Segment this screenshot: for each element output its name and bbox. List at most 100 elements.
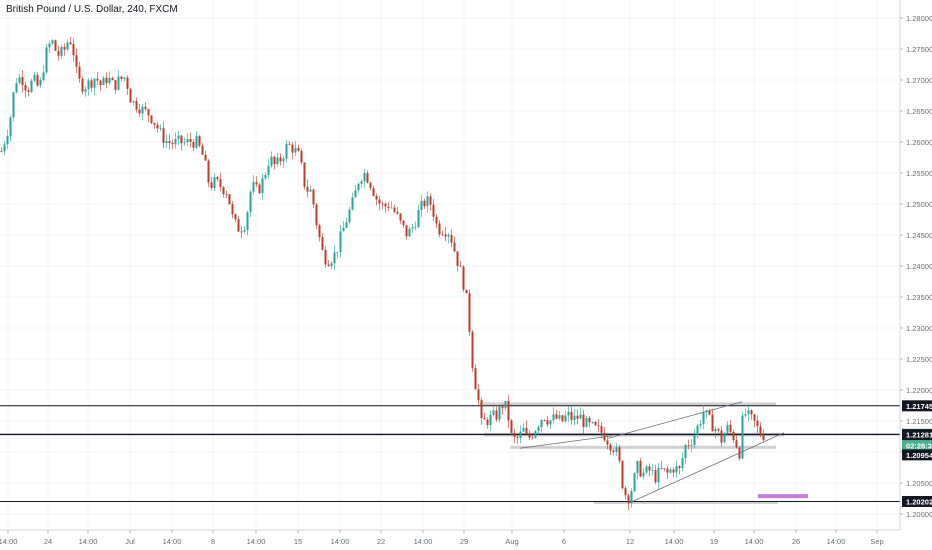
candle-body — [45, 47, 48, 73]
candle-body — [294, 147, 297, 153]
candle-body — [690, 445, 693, 446]
time-tick-label: 14:00 — [745, 537, 764, 546]
price-badge-label: 1.21281 — [906, 431, 932, 440]
candle-body — [333, 252, 336, 264]
candle-body — [381, 203, 384, 205]
candle-body — [60, 46, 63, 56]
time-tick-label: Jul — [125, 537, 135, 546]
candle-body — [525, 427, 528, 434]
horizontal-levels[interactable] — [0, 405, 900, 502]
candle-body — [513, 432, 516, 437]
candle-body — [441, 234, 444, 236]
candle-body — [237, 219, 240, 232]
candle-body — [594, 422, 597, 426]
candle-body — [711, 414, 714, 432]
candle-body — [351, 197, 354, 210]
candle-body — [363, 173, 366, 182]
candle-body — [399, 213, 402, 221]
candle-body — [495, 410, 498, 420]
time-tick-label: 14:00 — [827, 537, 846, 546]
candle-body — [402, 220, 405, 226]
candle-body — [285, 143, 288, 159]
candle-body — [528, 433, 531, 438]
wedge-upper-line[interactable] — [607, 401, 743, 439]
time-tick-label: 29 — [460, 537, 468, 546]
price-zone[interactable] — [594, 500, 778, 504]
candle-body — [534, 431, 537, 438]
candle-body — [48, 43, 51, 48]
candle-body — [579, 414, 582, 419]
candle-body — [651, 470, 654, 471]
candle-body — [366, 173, 369, 183]
candle-body — [168, 140, 171, 143]
candle-body — [672, 469, 675, 473]
time-tick-label: 14:00 — [79, 537, 98, 546]
candle-body — [273, 156, 276, 165]
candle-body — [234, 214, 237, 220]
candle-body — [204, 154, 207, 161]
candle-body — [54, 40, 57, 51]
candle-body — [645, 466, 648, 473]
candle-body — [318, 225, 321, 238]
candle-body — [432, 204, 435, 217]
rising-wedge[interactable] — [519, 401, 785, 504]
candle-body — [12, 92, 15, 118]
price-tick-label: 1.26500 — [906, 107, 932, 116]
candle-body — [648, 466, 651, 471]
candle-body — [582, 414, 585, 427]
candle-body — [372, 188, 375, 196]
candle-body — [228, 194, 231, 205]
price-zone[interactable] — [510, 445, 776, 449]
candle-body — [288, 143, 291, 145]
price-badge — [902, 439, 932, 451]
candle-body — [702, 412, 705, 424]
candle-body — [213, 177, 216, 189]
candle-body — [264, 175, 267, 179]
candle-body — [714, 428, 717, 432]
wedge-upper-extension[interactable] — [519, 435, 613, 449]
candle-body — [450, 234, 453, 243]
candle-body — [255, 182, 258, 185]
candle-body — [549, 420, 552, 425]
candle-body — [618, 447, 621, 461]
candle-body — [120, 76, 123, 80]
candle-body — [102, 77, 105, 86]
candle-body — [405, 225, 408, 237]
price-zone[interactable] — [480, 402, 776, 406]
candle-body — [6, 136, 9, 145]
candle-body — [138, 109, 141, 114]
candle-body — [69, 42, 72, 45]
time-tick-label: 19 — [710, 537, 718, 546]
candle-body — [681, 458, 684, 468]
candle-body — [177, 135, 180, 139]
candle-body — [393, 207, 396, 212]
candle-body — [435, 216, 438, 224]
price-tick-label: 1.20500 — [906, 479, 932, 488]
candle-body — [423, 200, 426, 207]
candle-body — [642, 472, 645, 477]
candle-body — [483, 417, 486, 420]
candle-body — [96, 78, 99, 81]
price-tick-label: 1.22500 — [906, 355, 932, 364]
price-tick-label: 1.23500 — [906, 293, 932, 302]
candle-body — [411, 227, 414, 229]
candle-body — [186, 138, 189, 143]
candle-body — [387, 206, 390, 208]
candle-body — [744, 414, 747, 416]
price-tick-label: 1.24500 — [906, 231, 932, 240]
target-zone[interactable] — [758, 494, 808, 499]
wedge-lower-line[interactable] — [627, 432, 785, 504]
candle-body — [519, 431, 522, 438]
candle-body — [687, 444, 690, 446]
price-tick-label: 1.27000 — [906, 76, 932, 85]
price-axis[interactable]: 1.28000 1.27500 1.27000 1.26500 1.26000 1.255… — [900, 14, 932, 519]
price-tick-label: 1.27500 — [906, 45, 932, 54]
candle-body — [408, 228, 411, 237]
candle-body — [585, 418, 588, 427]
time-axis[interactable]: 14:00 24 14:00 Jul 14:00 8 14:00 15 14:00 22 14:00… — [0, 530, 884, 546]
price-tick-label: 1.21500 — [906, 417, 932, 426]
candle-body — [156, 124, 159, 129]
candle-body — [297, 147, 300, 151]
price-badge-label: 02:26:36 — [906, 441, 932, 450]
